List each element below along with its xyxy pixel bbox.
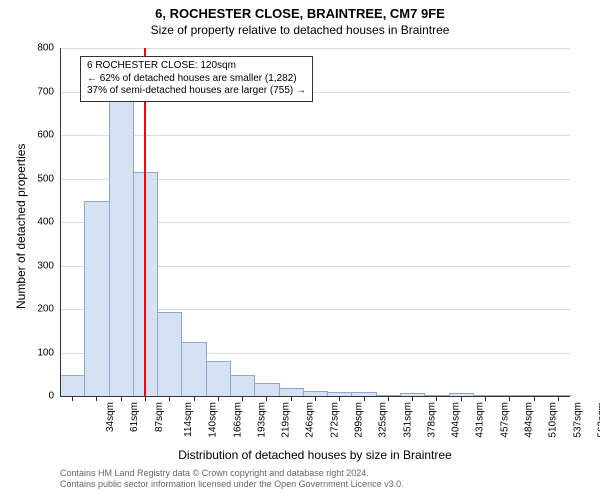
x-tick-label: 246sqm bbox=[305, 402, 316, 438]
x-tick-mark bbox=[558, 396, 559, 401]
x-tick-mark bbox=[96, 396, 97, 401]
x-tick-mark bbox=[315, 396, 316, 401]
histogram-bar bbox=[84, 201, 109, 396]
x-tick-label: 563sqm bbox=[596, 402, 600, 438]
x-tick-label: 484sqm bbox=[524, 402, 535, 438]
histogram-bar bbox=[206, 361, 231, 396]
x-tick-label: 219sqm bbox=[281, 402, 292, 438]
x-tick-label: 325sqm bbox=[378, 402, 389, 438]
y-axis-line bbox=[60, 48, 61, 396]
x-axis-title: Distribution of detached houses by size … bbox=[60, 448, 570, 462]
x-tick-label: 431sqm bbox=[475, 402, 486, 438]
histogram-bar bbox=[60, 375, 85, 396]
footer-text: Contains HM Land Registry data © Crown c… bbox=[60, 468, 404, 490]
x-tick-mark bbox=[412, 396, 413, 401]
x-tick-mark bbox=[242, 396, 243, 401]
histogram-bar bbox=[109, 77, 134, 396]
x-tick-mark bbox=[218, 396, 219, 401]
annotation-line-3: 37% of semi-detached houses are larger (… bbox=[87, 85, 306, 98]
x-tick-mark bbox=[339, 396, 340, 401]
x-tick-label: 537sqm bbox=[572, 402, 583, 438]
x-tick-label: 299sqm bbox=[354, 402, 365, 438]
histogram-bar bbox=[230, 375, 255, 396]
y-tick-label: 400 bbox=[0, 217, 54, 228]
x-tick-label: 351sqm bbox=[402, 402, 413, 438]
x-tick-label: 378sqm bbox=[426, 402, 437, 438]
histogram-bar bbox=[181, 342, 206, 396]
annotation-line-2: ← 62% of detached houses are smaller (1,… bbox=[87, 73, 306, 86]
y-tick-label: 100 bbox=[0, 347, 54, 358]
annotation-line-1: 6 ROCHESTER CLOSE: 120sqm bbox=[87, 60, 306, 73]
x-tick-mark bbox=[169, 396, 170, 401]
x-tick-label: 87sqm bbox=[154, 402, 165, 432]
x-tick-label: 61sqm bbox=[129, 402, 140, 432]
x-tick-label: 510sqm bbox=[548, 402, 559, 438]
x-tick-mark bbox=[509, 396, 510, 401]
y-tick-label: 500 bbox=[0, 173, 54, 184]
x-tick-label: 140sqm bbox=[208, 402, 219, 438]
x-tick-label: 166sqm bbox=[232, 402, 243, 438]
x-tick-mark bbox=[266, 396, 267, 401]
x-tick-mark bbox=[534, 396, 535, 401]
x-tick-label: 114sqm bbox=[183, 402, 194, 437]
gridline bbox=[60, 135, 570, 136]
y-tick-label: 700 bbox=[0, 86, 54, 97]
y-tick-label: 300 bbox=[0, 260, 54, 271]
histogram-bar bbox=[157, 312, 182, 396]
x-tick-label: 34sqm bbox=[105, 402, 116, 432]
x-tick-mark bbox=[485, 396, 486, 401]
annotation-box: 6 ROCHESTER CLOSE: 120sqm ← 62% of detac… bbox=[80, 56, 313, 102]
x-tick-mark bbox=[145, 396, 146, 401]
x-tick-label: 457sqm bbox=[499, 402, 510, 438]
x-tick-label: 404sqm bbox=[451, 402, 462, 438]
x-tick-mark bbox=[291, 396, 292, 401]
footer-line-1: Contains HM Land Registry data © Crown c… bbox=[60, 468, 404, 479]
x-tick-mark bbox=[72, 396, 73, 401]
x-tick-mark bbox=[364, 396, 365, 401]
x-tick-mark bbox=[121, 396, 122, 401]
x-tick-label: 272sqm bbox=[329, 402, 340, 438]
footer-line-2: Contains public sector information licen… bbox=[60, 479, 404, 490]
x-tick-mark bbox=[388, 396, 389, 401]
histogram-bar bbox=[254, 383, 279, 396]
gridline bbox=[60, 48, 570, 49]
y-tick-label: 800 bbox=[0, 43, 54, 54]
x-tick-mark bbox=[194, 396, 195, 401]
x-tick-mark bbox=[436, 396, 437, 401]
x-tick-mark bbox=[461, 396, 462, 401]
histogram-bar bbox=[279, 388, 304, 396]
chart-subtitle: Size of property relative to detached ho… bbox=[0, 23, 600, 41]
y-tick-label: 200 bbox=[0, 304, 54, 315]
y-tick-label: 600 bbox=[0, 130, 54, 141]
y-tick-label: 0 bbox=[0, 391, 54, 402]
x-tick-label: 193sqm bbox=[256, 402, 267, 438]
chart-title: 6, ROCHESTER CLOSE, BRAINTREE, CM7 9FE bbox=[0, 0, 600, 23]
